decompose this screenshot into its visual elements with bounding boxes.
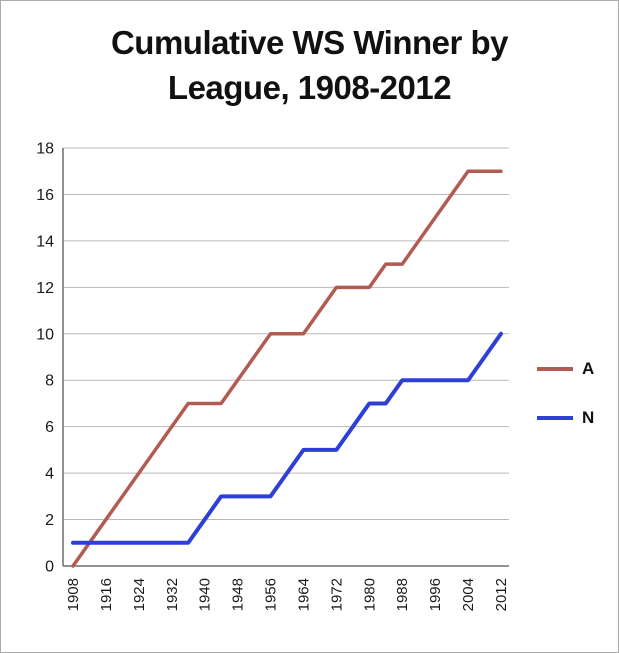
svg-text:14: 14 (36, 233, 54, 250)
svg-text:6: 6 (45, 419, 54, 436)
svg-text:1932: 1932 (164, 578, 181, 611)
svg-text:1948: 1948 (230, 578, 247, 611)
svg-text:1964: 1964 (295, 578, 312, 611)
svg-text:2004: 2004 (460, 578, 477, 611)
svg-text:1908: 1908 (65, 578, 82, 611)
svg-text:12: 12 (36, 280, 54, 297)
legend-label-n: N (582, 408, 595, 427)
legend-line-a-swatch (537, 367, 573, 371)
legend-item-a: A (537, 357, 594, 381)
svg-text:1956: 1956 (263, 578, 280, 611)
legend-item-n: N (537, 406, 594, 430)
legend-label-a: A (582, 359, 595, 378)
svg-text:10: 10 (36, 326, 54, 343)
svg-text:1996: 1996 (427, 578, 444, 611)
svg-text:1916: 1916 (98, 578, 115, 611)
chart-legend: A N (537, 357, 594, 455)
svg-text:1924: 1924 (131, 578, 148, 611)
svg-text:8: 8 (45, 373, 54, 390)
svg-text:16: 16 (36, 187, 54, 204)
svg-text:2012: 2012 (493, 578, 510, 611)
legend-line-n-swatch (537, 416, 573, 420)
svg-text:4: 4 (45, 466, 54, 483)
chart-title: Cumulative WS Winner by League, 1908-201… (1, 21, 618, 111)
svg-text:1940: 1940 (197, 578, 214, 611)
chart-title-line1: Cumulative WS Winner by (110, 24, 509, 61)
svg-text:1972: 1972 (328, 578, 345, 611)
svg-text:1980: 1980 (361, 578, 378, 611)
chart-title-line2: League, 1908-2012 (167, 68, 452, 106)
svg-text:18: 18 (36, 141, 54, 158)
svg-text:2: 2 (45, 512, 54, 529)
svg-text:0: 0 (45, 559, 54, 576)
svg-text:1988: 1988 (394, 578, 411, 611)
